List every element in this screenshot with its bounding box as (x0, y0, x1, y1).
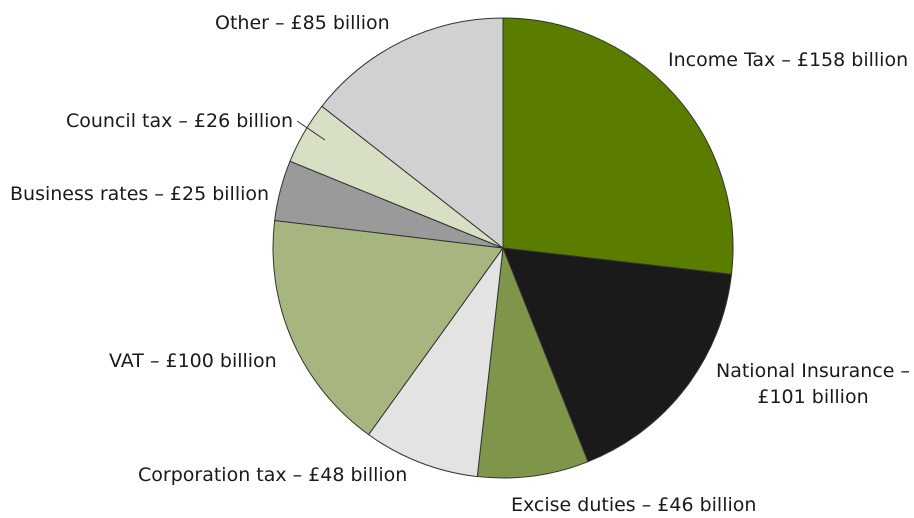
pie-slices (272, 17, 734, 479)
pie-slice-other (321, 17, 504, 250)
label-business-rates: Business rates – £25 billion (10, 183, 269, 205)
pie-slice-corporation-tax (367, 246, 504, 478)
leader-line-council-tax (296, 120, 326, 141)
leader-lines (296, 120, 326, 141)
label-council-tax: Council tax – £26 billion (66, 110, 293, 132)
label-other: Other – £85 billion (215, 12, 390, 34)
pie-slice-income-tax (502, 17, 734, 275)
label-excise-duties: Excise duties – £46 billion (511, 494, 756, 516)
label-corporation-tax: Corporation tax – £48 billion (138, 464, 407, 486)
label-line: £101 billion (757, 386, 868, 408)
label-vat: VAT – £100 billion (109, 350, 277, 372)
pie-slice-national-insurance (502, 247, 733, 463)
label-national-insurance: National Insurance – £101 billion (716, 360, 910, 408)
label-income-tax: Income Tax – £158 billion (668, 49, 908, 71)
pie-slice-excise-duties (476, 247, 589, 479)
pie-slice-vat (272, 219, 504, 436)
slice-labels: Income Tax – £158 billion National Insur… (10, 12, 910, 516)
label-line: National Insurance – (716, 360, 910, 382)
